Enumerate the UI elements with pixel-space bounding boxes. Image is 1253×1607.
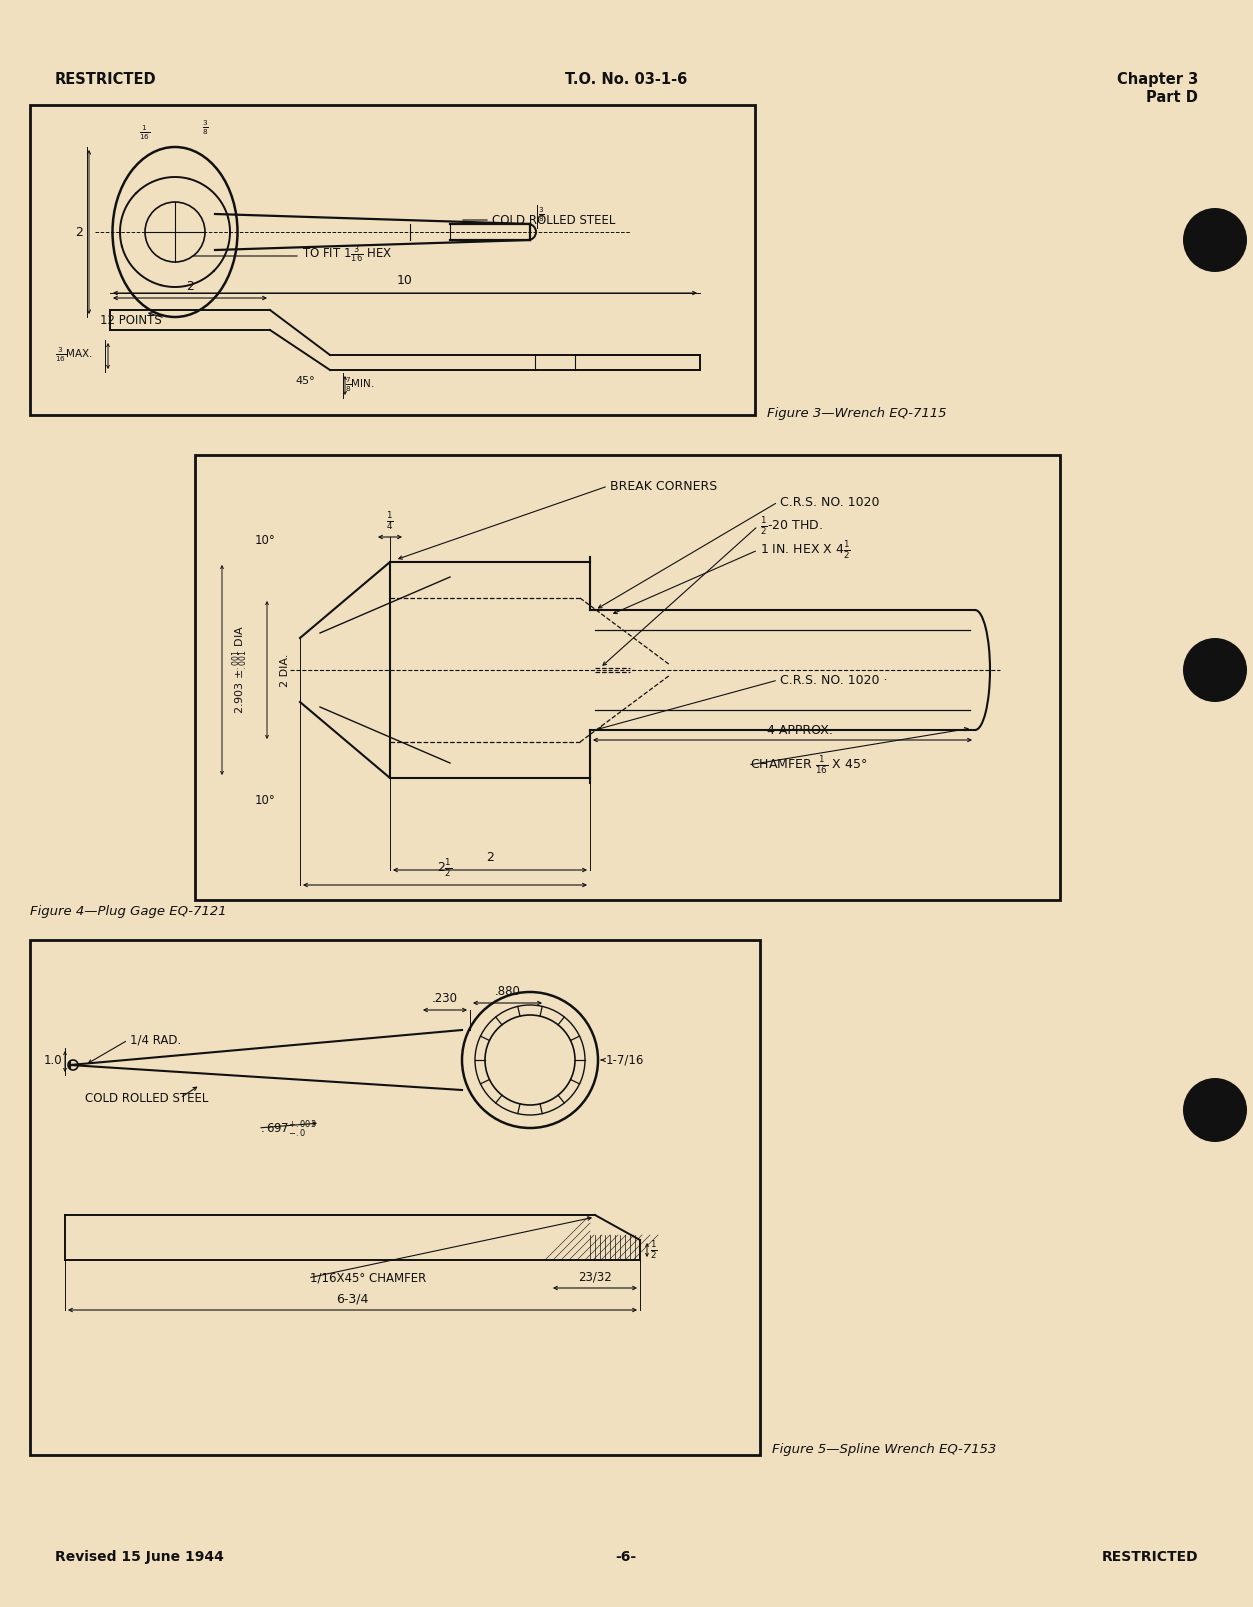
- Text: COLD ROLLED STEEL: COLD ROLLED STEEL: [85, 1091, 208, 1104]
- Text: .880: .880: [495, 985, 520, 998]
- Bar: [30, 940, 761, 1454]
- Text: C.R.S. NO. 1020 ·: C.R.S. NO. 1020 ·: [781, 673, 887, 686]
- Text: 1/4 RAD.: 1/4 RAD.: [130, 1033, 182, 1046]
- Text: Revised 15 June 1944: Revised 15 June 1944: [55, 1551, 224, 1564]
- Text: $.697^{+.003}_{-.0}$: $.697^{+.003}_{-.0}$: [261, 1120, 317, 1139]
- Text: CHAMFER $\frac{1}{16}$ X 45°: CHAMFER $\frac{1}{16}$ X 45°: [751, 754, 867, 776]
- Circle shape: [1183, 638, 1247, 702]
- Text: 4 APPROX.: 4 APPROX.: [767, 723, 833, 736]
- Text: 2 DIA.: 2 DIA.: [279, 654, 289, 686]
- Text: 10°: 10°: [256, 534, 276, 546]
- Text: 2.903 $\pm^{.001}_{.001}$ DIA: 2.903 $\pm^{.001}_{.001}$ DIA: [231, 625, 249, 715]
- Text: -6-: -6-: [615, 1551, 637, 1564]
- Text: $\frac{1}{16}$: $\frac{1}{16}$: [139, 124, 150, 143]
- Text: 1.0: 1.0: [44, 1054, 61, 1067]
- Text: 2: 2: [185, 280, 194, 292]
- Text: 23/32: 23/32: [578, 1270, 611, 1282]
- Text: Figure 5—Spline Wrench EQ-7153: Figure 5—Spline Wrench EQ-7153: [772, 1443, 996, 1456]
- Text: 1 IN. HEX X 4$\frac{1}{2}$: 1 IN. HEX X 4$\frac{1}{2}$: [761, 538, 851, 561]
- Text: 12 POINTS: 12 POINTS: [100, 313, 162, 326]
- Text: 10: 10: [397, 275, 413, 288]
- Circle shape: [1183, 207, 1247, 272]
- Text: Figure 3—Wrench EQ-7115: Figure 3—Wrench EQ-7115: [767, 407, 946, 419]
- Text: C.R.S. NO. 1020: C.R.S. NO. 1020: [781, 495, 880, 508]
- Text: 1-7/16: 1-7/16: [606, 1054, 644, 1067]
- Text: 1/16X45° CHAMFER: 1/16X45° CHAMFER: [309, 1271, 426, 1284]
- Text: Part D: Part D: [1146, 90, 1198, 104]
- Text: Figure 4—Plug Gage EQ-7121: Figure 4—Plug Gage EQ-7121: [30, 905, 227, 918]
- Text: T.O. No. 03-1-6: T.O. No. 03-1-6: [565, 72, 687, 87]
- Text: COLD ROLLED STEEL: COLD ROLLED STEEL: [492, 214, 615, 227]
- Text: $\frac{3}{8}$: $\frac{3}{8}$: [538, 206, 545, 225]
- Text: $\frac{1}{4}$: $\frac{1}{4}$: [386, 509, 393, 532]
- Text: $\frac{7}{8}$MIN.: $\frac{7}{8}$MIN.: [345, 376, 375, 394]
- Text: 2: 2: [486, 852, 494, 865]
- Text: TO FIT 1$\frac{3}{16}$ HEX: TO FIT 1$\frac{3}{16}$ HEX: [302, 243, 392, 265]
- Text: $\frac{3}{16}$MAX.: $\frac{3}{16}$MAX.: [55, 346, 93, 365]
- Text: $\frac{3}{8}$: $\frac{3}{8}$: [202, 119, 208, 137]
- Text: BREAK CORNERS: BREAK CORNERS: [610, 479, 717, 492]
- Text: .230: .230: [432, 992, 459, 1004]
- Text: Chapter 3: Chapter 3: [1116, 72, 1198, 87]
- Text: 10°: 10°: [256, 794, 276, 807]
- Circle shape: [1183, 1078, 1247, 1143]
- Text: 45°: 45°: [294, 376, 315, 386]
- Bar: [30, 104, 756, 415]
- Bar: [195, 455, 1060, 900]
- Text: $\frac{1}{2}$: $\frac{1}{2}$: [650, 1239, 658, 1261]
- Text: 2$\frac{1}{2}$: 2$\frac{1}{2}$: [437, 857, 452, 879]
- Text: $\frac{1}{2}$-20 THD.: $\frac{1}{2}$-20 THD.: [761, 516, 823, 537]
- Text: RESTRICTED: RESTRICTED: [55, 72, 157, 87]
- Text: 6-3/4: 6-3/4: [336, 1292, 368, 1305]
- Text: 2: 2: [75, 225, 83, 238]
- Text: RESTRICTED: RESTRICTED: [1101, 1551, 1198, 1564]
